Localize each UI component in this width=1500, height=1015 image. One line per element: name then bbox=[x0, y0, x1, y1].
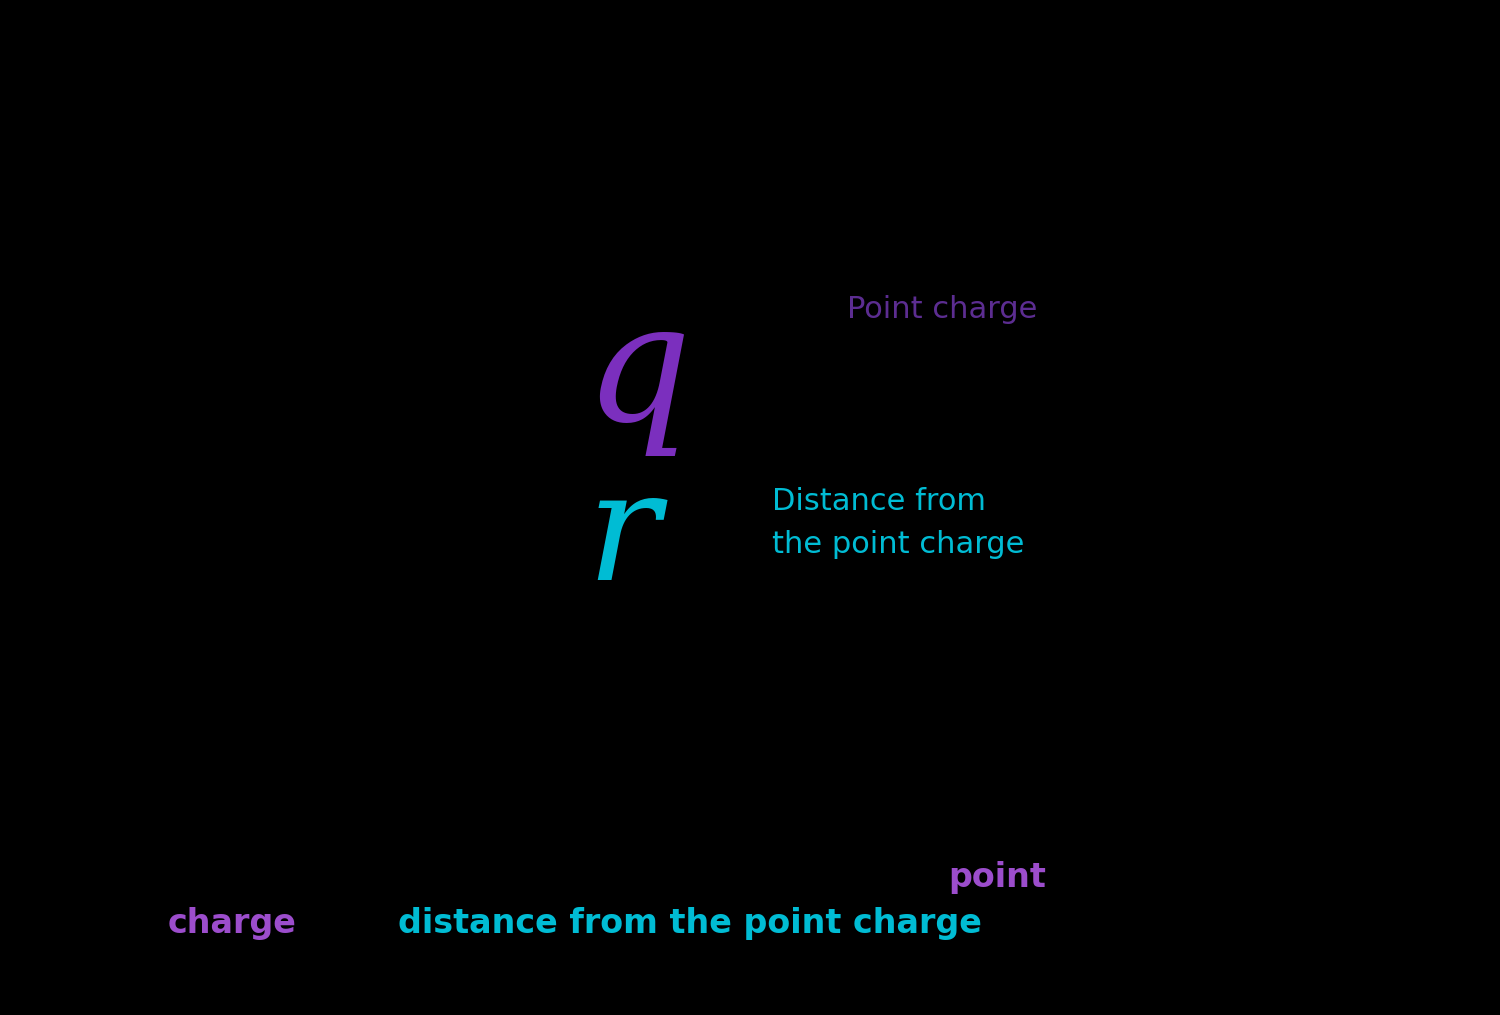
Text: q: q bbox=[584, 295, 692, 456]
Text: r: r bbox=[586, 464, 658, 612]
Text: charge: charge bbox=[168, 907, 297, 940]
Text: Point charge: Point charge bbox=[847, 295, 1038, 324]
Text: point: point bbox=[948, 862, 1047, 894]
Text: Distance from
the point charge: Distance from the point charge bbox=[772, 487, 1024, 558]
Text: distance from the point charge: distance from the point charge bbox=[398, 907, 982, 940]
